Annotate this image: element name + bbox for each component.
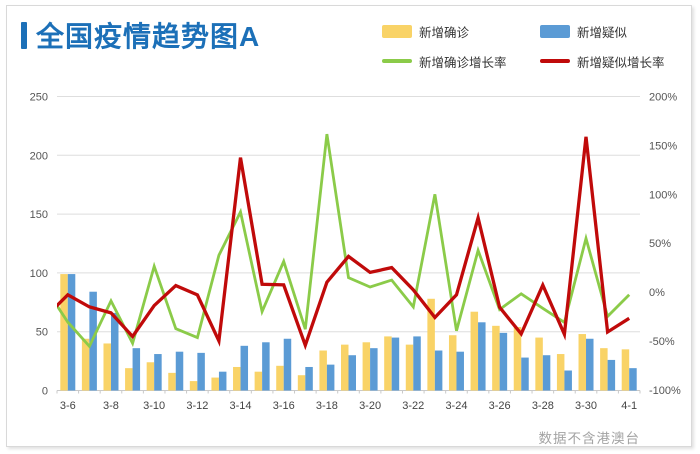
confirmed-bar-3-26 — [492, 325, 500, 391]
x-axis-label: 3-10 — [143, 400, 165, 412]
suspected-bar-3-10 — [154, 354, 162, 391]
confirmed-bar-3-22 — [405, 344, 414, 391]
confirmed-bar-3-8 — [103, 343, 111, 391]
y-axis-left-label: 50 — [36, 327, 48, 339]
suspected-bar-3-8 — [110, 312, 119, 391]
y-axis-right-label: 100% — [649, 189, 677, 201]
suspected-rate-line — [57, 136, 631, 351]
title-accent-bar — [21, 21, 27, 49]
confirmed-bar-3-18 — [319, 350, 327, 391]
x-axis-label: 4-1 — [621, 400, 637, 412]
y-axis-right-label: 50% — [649, 238, 671, 250]
confirmed-bar-3-13 — [211, 377, 219, 391]
x-axis-label: 3-24 — [445, 400, 467, 412]
x-axis-label: 3-18 — [316, 400, 338, 412]
confirmed-rate-line — [57, 133, 631, 349]
y-axis-right-label: -50% — [649, 336, 675, 348]
confirmed-bar-3-14 — [233, 366, 241, 391]
y-axis-left-label: 200 — [30, 150, 48, 162]
x-axis-label: 3-12 — [186, 400, 208, 412]
confirmed-bar-3-23 — [427, 298, 435, 391]
suspected-swatch — [540, 24, 570, 38]
suspected-bar-3-18 — [326, 364, 335, 391]
title-row: 全国疫情趋势图A — [21, 15, 260, 55]
legend-item-confirmed-rate[interactable]: 新增确诊增长率 — [382, 54, 507, 70]
confirmed-rate-swatch — [382, 59, 412, 63]
suspected-bar-3-11 — [175, 351, 184, 391]
y-axis-left-label: 250 — [30, 92, 48, 104]
y-axis-right-label: -100% — [649, 385, 681, 397]
confirmed-bar-3-10 — [146, 362, 155, 391]
suspected-rate-swatch — [540, 59, 570, 63]
confirmed-bar-3-15 — [254, 371, 263, 391]
y-axis-left-label: 0 — [42, 386, 48, 398]
suspected-bar-3-22 — [413, 336, 421, 391]
confirmed-bar-3-19 — [341, 344, 349, 391]
confirmed-bar-3-28 — [535, 337, 543, 391]
legend-label: 新增确诊增长率 — [419, 55, 507, 70]
confirmed-bar-3-30 — [578, 334, 587, 391]
confirmed-bar-3-17 — [297, 375, 306, 391]
suspected-bar-4-1 — [629, 368, 637, 391]
confirmed-bar-3-6 — [60, 274, 68, 391]
x-axis-label: 3-28 — [532, 400, 554, 412]
x-axis-label: 3-20 — [359, 400, 381, 412]
legend-label: 新增确诊 — [419, 25, 470, 40]
suspected-bar-3-30 — [586, 338, 594, 391]
confirmed-bar-3-20 — [362, 342, 371, 391]
suspected-bar-3-28 — [542, 355, 551, 391]
legend-label: 新增疑似 — [577, 25, 628, 40]
suspected-bar-3-13 — [218, 371, 227, 391]
x-axis-label: 3-26 — [489, 400, 511, 412]
confirmed-bar-4-1 — [621, 349, 630, 391]
suspected-bar-3-15 — [262, 342, 270, 391]
confirmed-bar-3-7 — [81, 338, 90, 391]
x-axis-label: 3-22 — [402, 400, 424, 412]
y-axis-left-label: 150 — [30, 209, 48, 221]
confirmed-bar-3-16 — [276, 365, 284, 391]
x-axis-label: 3-8 — [103, 400, 119, 412]
suspected-bar-3-21 — [391, 337, 400, 391]
suspected-bar-3-24 — [456, 351, 464, 391]
legend-label: 新增疑似增长率 — [577, 55, 665, 70]
confirmed-bar-3-25 — [470, 311, 479, 391]
suspected-bar-3-23 — [434, 350, 443, 391]
y-axis-right-label: 200% — [649, 92, 677, 104]
confirmed-bar-3-27 — [513, 326, 522, 391]
confirmed-bar-3-11 — [168, 372, 176, 391]
suspected-bar-3-27 — [521, 357, 529, 391]
x-axis-label: 3-14 — [230, 400, 252, 412]
confirmed-bar-3-12 — [189, 381, 198, 391]
x-axis-label: 3-16 — [273, 400, 295, 412]
suspected-bar-3-25 — [478, 322, 486, 391]
y-axis-right-label: 150% — [649, 140, 677, 152]
confirmed-bar-3-9 — [125, 368, 133, 391]
suspected-bar-3-31 — [607, 359, 616, 391]
suspected-bar-3-14 — [240, 345, 249, 391]
confirmed-bar-3-31 — [600, 348, 608, 391]
suspected-bar-3-16 — [283, 338, 292, 391]
y-axis-left-label: 100 — [30, 268, 48, 280]
confirmed-bar-3-24 — [448, 335, 457, 391]
confirmed-bar-3-29 — [556, 354, 565, 391]
suspected-bar-3-26 — [499, 332, 508, 391]
suspected-bar-3-19 — [348, 355, 356, 391]
x-axis-label: 3-6 — [60, 400, 76, 412]
legend-item-suspected-rate[interactable]: 新增疑似增长率 — [540, 54, 665, 70]
suspected-bar-3-17 — [305, 366, 313, 391]
x-axis-label: 3-30 — [575, 400, 597, 412]
suspected-bar-3-12 — [197, 352, 205, 391]
page-title: 全国疫情趋势图A — [36, 21, 261, 52]
legend-item-suspected[interactable]: 新增疑似 — [540, 24, 628, 40]
footer-note: 数据不含港澳台 — [538, 431, 640, 446]
confirmed-bar-3-21 — [384, 336, 392, 391]
confirmed-swatch — [382, 24, 412, 38]
suspected-bar-3-20 — [370, 348, 378, 391]
y-axis-right-label: 0% — [649, 287, 665, 299]
suspected-bar-3-6 — [67, 274, 76, 391]
legend-item-confirmed[interactable]: 新增确诊 — [382, 24, 470, 40]
suspected-bar-3-9 — [132, 348, 141, 391]
suspected-bar-3-29 — [564, 370, 572, 391]
